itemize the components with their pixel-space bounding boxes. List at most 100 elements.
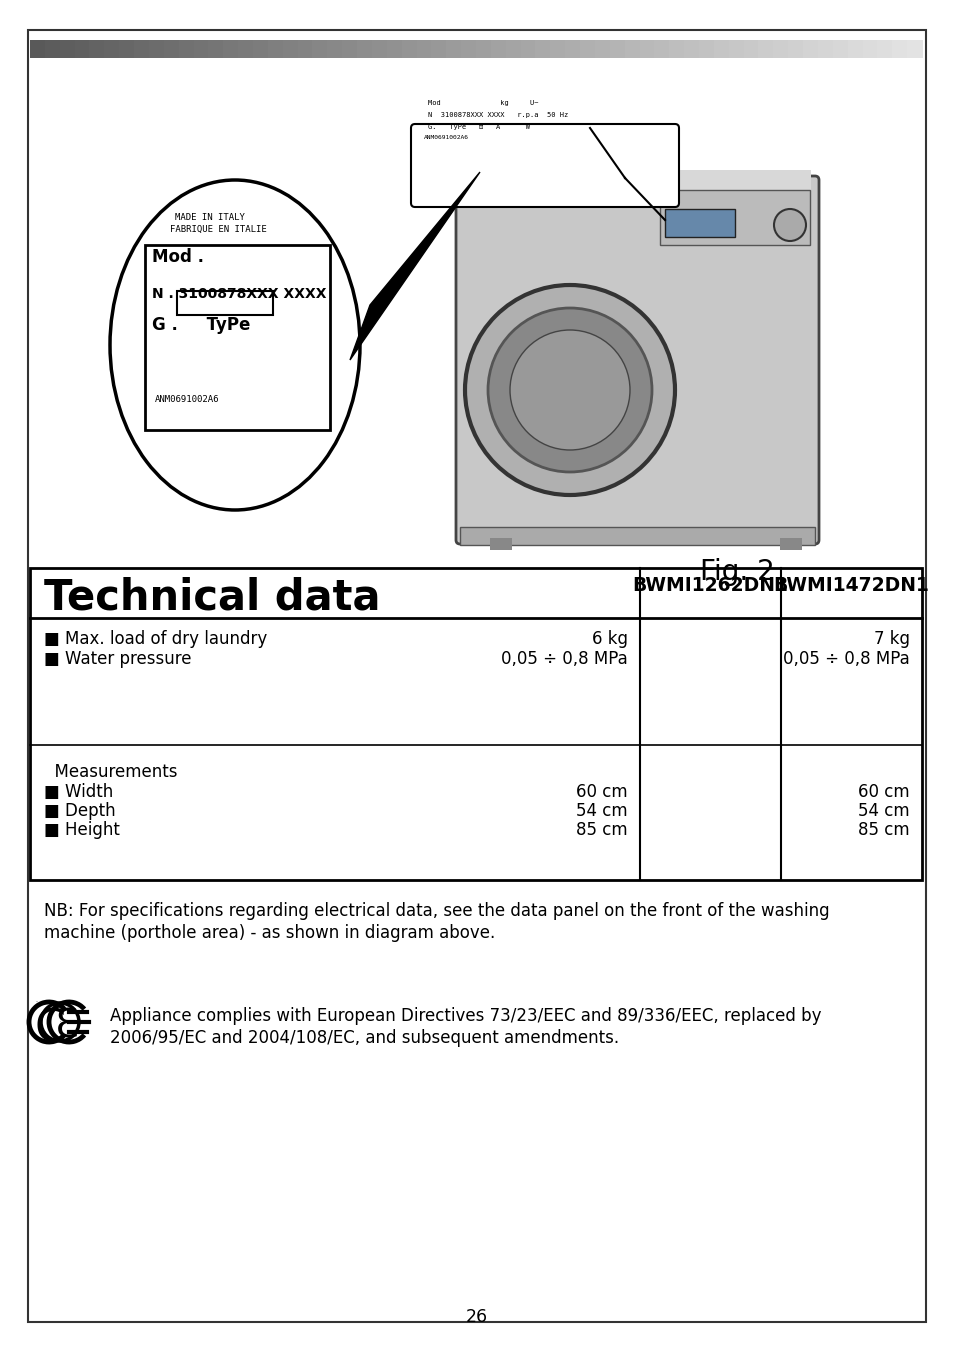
Bar [134, 40, 150, 58]
Bar [104, 40, 120, 58]
Bar [490, 539, 512, 549]
Bar [178, 40, 194, 58]
Text: ■ Depth: ■ Depth [44, 802, 115, 819]
Bar [699, 40, 714, 58]
Bar [505, 40, 521, 58]
Text: 85 cm: 85 cm [858, 821, 909, 838]
Bar [780, 539, 801, 549]
Bar [773, 40, 788, 58]
Bar [891, 40, 907, 58]
Bar [787, 40, 803, 58]
Bar [832, 40, 848, 58]
Polygon shape [350, 171, 479, 360]
Text: ANM0691002A6: ANM0691002A6 [154, 396, 219, 404]
Bar [327, 40, 343, 58]
Bar [253, 40, 269, 58]
Text: Mod              kg     U~: Mod kg U~ [428, 100, 537, 107]
Bar [659, 190, 809, 244]
Bar [74, 40, 91, 58]
Bar [90, 40, 105, 58]
FancyBboxPatch shape [177, 292, 273, 315]
Bar [802, 40, 818, 58]
Bar [564, 40, 580, 58]
Text: machine (porthole area) - as shown in diagram above.: machine (porthole area) - as shown in di… [44, 923, 495, 942]
Text: 60 cm: 60 cm [858, 783, 909, 801]
Text: 0,05 ÷ 0,8 MPa: 0,05 ÷ 0,8 MPa [782, 649, 909, 668]
Circle shape [464, 285, 675, 495]
Bar [193, 40, 209, 58]
Bar [208, 40, 224, 58]
Text: ANM0691002A6: ANM0691002A6 [423, 135, 469, 140]
Bar [654, 40, 670, 58]
Circle shape [510, 329, 629, 450]
Bar [639, 40, 655, 58]
Bar [297, 40, 314, 58]
Text: Technical data: Technical data [44, 576, 380, 618]
Bar [313, 40, 328, 58]
Circle shape [488, 308, 651, 472]
Bar [372, 40, 387, 58]
Bar [520, 40, 536, 58]
Text: 0,05 ÷ 0,8 MPa: 0,05 ÷ 0,8 MPa [500, 649, 627, 668]
Bar [595, 40, 610, 58]
Bar [463, 170, 810, 194]
Circle shape [41, 1003, 79, 1041]
Bar [713, 40, 729, 58]
Bar [401, 40, 417, 58]
Bar [669, 40, 684, 58]
Text: ■ Max. load of dry laundry: ■ Max. load of dry laundry [44, 630, 267, 648]
Text: Appliance complies with European Directives 73/23/EEC and 89/336/EEC, replaced b: Appliance complies with European Directi… [110, 1007, 821, 1025]
Text: BWMI1472DN1: BWMI1472DN1 [773, 576, 928, 595]
Bar [386, 40, 402, 58]
Text: 60 cm: 60 cm [576, 783, 627, 801]
Bar [624, 40, 639, 58]
Bar [223, 40, 239, 58]
Bar [342, 40, 357, 58]
Bar [60, 40, 75, 58]
Text: Fig. 2: Fig. 2 [700, 558, 774, 586]
Bar [356, 40, 373, 58]
Text: ■ Width: ■ Width [44, 783, 113, 801]
Text: N  3100878XXX XXXX   r.p.a  50 Hz: N 3100878XXX XXXX r.p.a 50 Hz [428, 112, 568, 117]
Bar [460, 40, 476, 58]
Bar [431, 40, 447, 58]
Bar [683, 40, 700, 58]
Text: NB: For specifications regarding electrical data, see the data panel on the fron: NB: For specifications regarding electri… [44, 902, 829, 919]
Text: MADE IN ITALY: MADE IN ITALY [174, 213, 245, 221]
Text: 85 cm: 85 cm [576, 821, 627, 838]
Bar [579, 40, 596, 58]
Bar [30, 40, 46, 58]
Text: Ɛ: Ɛ [55, 1007, 79, 1045]
Bar [416, 40, 432, 58]
Bar [119, 40, 135, 58]
Bar [609, 40, 625, 58]
Text: 54 cm: 54 cm [858, 802, 909, 819]
Bar [742, 40, 759, 58]
Text: Mod .: Mod . [152, 248, 204, 266]
Bar [491, 40, 506, 58]
Bar [45, 40, 61, 58]
Bar [728, 40, 744, 58]
Circle shape [773, 209, 805, 242]
Bar [817, 40, 833, 58]
Bar [446, 40, 461, 58]
Bar [476, 40, 492, 58]
Text: G.   TyPe   ⊡   A      W: G. TyPe ⊡ A W [428, 124, 530, 130]
Text: 26: 26 [465, 1308, 488, 1326]
Text: N . 3100878XXX XXXX: N . 3100878XXX XXXX [152, 288, 326, 301]
Bar [282, 40, 298, 58]
Bar [758, 40, 774, 58]
Text: FABRIQUE EN ITALIE: FABRIQUE EN ITALIE [170, 225, 267, 234]
Bar [149, 40, 165, 58]
FancyBboxPatch shape [411, 124, 679, 207]
Bar [550, 40, 566, 58]
Bar [664, 209, 734, 238]
Text: 2006/95/EC and 2004/108/EC, and subsequent amendments.: 2006/95/EC and 2004/108/EC, and subseque… [110, 1029, 618, 1048]
Text: Measurements: Measurements [44, 763, 177, 782]
Ellipse shape [110, 180, 359, 510]
Bar [30, 568, 921, 880]
Text: G .     TyPe: G . TyPe [152, 316, 250, 333]
Bar [847, 40, 862, 58]
Bar [906, 40, 923, 58]
Bar [535, 40, 551, 58]
